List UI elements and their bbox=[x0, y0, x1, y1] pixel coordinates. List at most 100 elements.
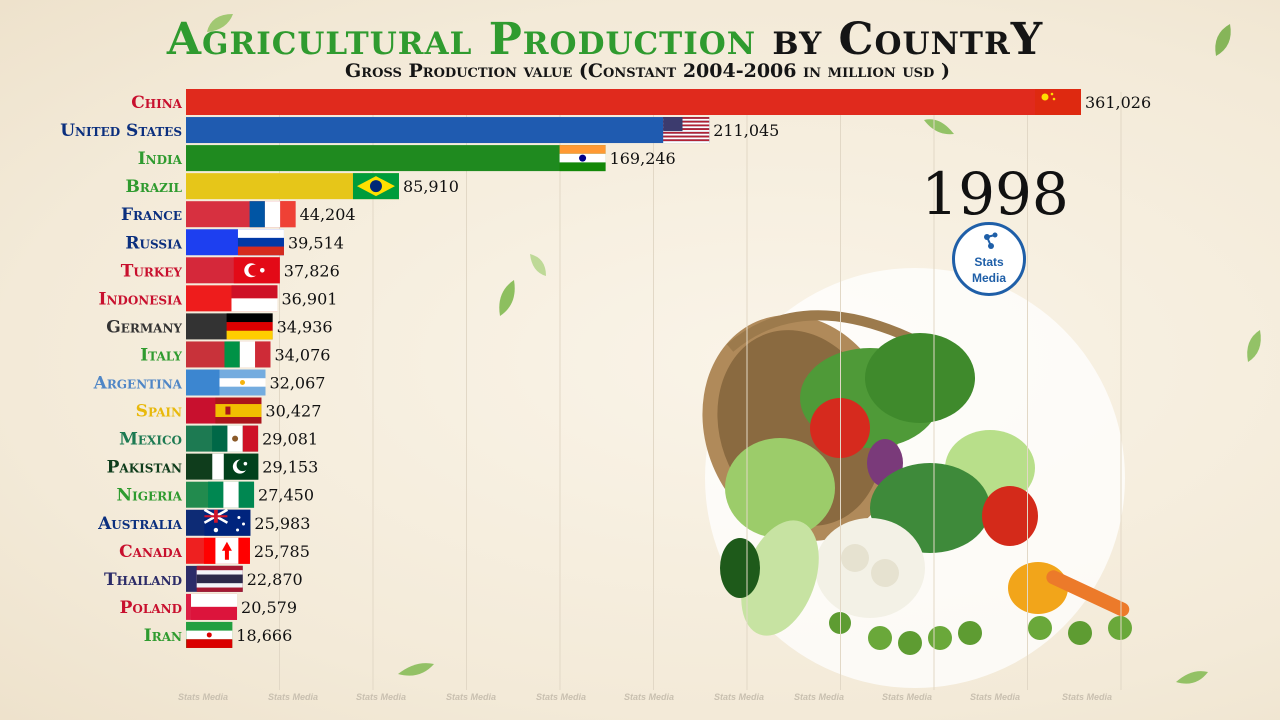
value-label: 39,514 bbox=[288, 233, 344, 252]
flag-argentina-icon bbox=[219, 369, 266, 396]
flag-part bbox=[280, 201, 296, 228]
value-label: 85,910 bbox=[403, 177, 459, 196]
country-label: Germany bbox=[106, 317, 182, 337]
country-label: Australia bbox=[97, 514, 183, 534]
value-label: 25,983 bbox=[254, 514, 310, 533]
country-label: Spain bbox=[136, 402, 182, 422]
flag-canada-icon bbox=[203, 537, 250, 564]
flag-part bbox=[206, 632, 212, 638]
country-label: Italy bbox=[140, 345, 182, 365]
flag-part bbox=[559, 145, 606, 154]
flag-iran-icon bbox=[186, 621, 233, 648]
bar-group: Australia 25,983 bbox=[97, 508, 310, 536]
bar bbox=[186, 145, 606, 172]
leaf-icon bbox=[924, 119, 954, 135]
logo-line-2: Media bbox=[971, 271, 1006, 285]
bar-group: Spain 30,427 bbox=[136, 397, 321, 424]
flag-part bbox=[259, 268, 265, 273]
leaf-icon bbox=[1215, 24, 1231, 56]
flag-part bbox=[249, 201, 265, 228]
value-label: 34,076 bbox=[274, 345, 330, 364]
flag-part bbox=[239, 380, 245, 385]
bar-group: Pakistan 29,153 bbox=[107, 453, 318, 480]
flag-part bbox=[215, 397, 262, 405]
title-part-2: by CountrY bbox=[772, 14, 1044, 65]
country-label: United States bbox=[60, 121, 182, 141]
chart-title: Agricultural Production by CountrY bbox=[0, 14, 1210, 66]
flag-part bbox=[579, 154, 587, 162]
leaf-icon bbox=[398, 663, 434, 676]
bar-group: Turkey 37,826 bbox=[121, 257, 340, 284]
flag-part bbox=[663, 118, 710, 121]
country-label: Mexico bbox=[119, 430, 182, 450]
flag-part bbox=[369, 180, 382, 193]
bar-group: Argentina 32,067 bbox=[93, 369, 325, 396]
flag-australia-icon bbox=[203, 508, 251, 536]
bar-group: Nigeria 27,450 bbox=[117, 481, 314, 508]
country-label: Russia bbox=[125, 233, 182, 253]
bar-group: United States 211,045 bbox=[60, 117, 779, 144]
flag-part bbox=[663, 122, 710, 125]
logo-line-1: Stats bbox=[974, 255, 1004, 269]
value-label: 25,785 bbox=[254, 542, 310, 561]
bar-group: Brazil 85,910 bbox=[126, 173, 459, 200]
value-label: 20,579 bbox=[241, 598, 297, 617]
leaf-icon bbox=[207, 14, 233, 32]
bar bbox=[186, 89, 1081, 115]
flag-part bbox=[663, 126, 710, 129]
flag-india-icon bbox=[559, 145, 606, 172]
value-label: 22,870 bbox=[247, 570, 303, 589]
value-label: 29,081 bbox=[262, 430, 318, 449]
leaf-icon bbox=[499, 280, 515, 316]
watermark-text: Stats Media bbox=[356, 692, 407, 702]
flag-part bbox=[237, 246, 284, 256]
flag-part bbox=[663, 124, 710, 127]
flag-usa-icon bbox=[663, 117, 710, 144]
flag-part bbox=[213, 527, 219, 533]
flag-part bbox=[191, 593, 238, 607]
watermark-text: Stats Media bbox=[536, 692, 587, 702]
watermark-text: Stats Media bbox=[178, 692, 229, 702]
watermark-text: Stats Media bbox=[970, 692, 1021, 702]
bar-group: India 169,246 bbox=[138, 145, 676, 172]
flag-brazil-icon bbox=[352, 173, 399, 200]
flag-part bbox=[203, 537, 216, 564]
flag-part bbox=[663, 130, 710, 132]
value-label: 37,826 bbox=[284, 261, 340, 280]
flag-part bbox=[236, 459, 249, 472]
flag-part bbox=[238, 537, 250, 564]
flag-part bbox=[221, 541, 232, 560]
value-label: 30,427 bbox=[265, 402, 321, 421]
leaf-icon bbox=[530, 254, 546, 276]
country-label: Argentina bbox=[93, 374, 183, 394]
flag-germany-icon bbox=[226, 313, 273, 340]
flag-part bbox=[215, 404, 262, 418]
watermark-text: Stats Media bbox=[794, 692, 845, 702]
flag-part bbox=[225, 406, 231, 415]
value-label: 169,246 bbox=[610, 149, 676, 168]
flag-part bbox=[255, 341, 271, 368]
watermark-text: Stats Media bbox=[1062, 692, 1113, 702]
bar-group: Germany 34,936 bbox=[106, 313, 333, 340]
value-label: 32,067 bbox=[269, 374, 325, 393]
bar-group: Thailand 22,870 bbox=[104, 565, 303, 592]
country-label: France bbox=[121, 205, 182, 225]
bar-group: Poland 20,579 bbox=[120, 593, 297, 620]
flag-part bbox=[223, 481, 239, 508]
flag-mexico-icon bbox=[212, 425, 259, 452]
flag-part bbox=[231, 285, 278, 299]
value-label: 29,153 bbox=[262, 458, 318, 477]
flag-part bbox=[231, 298, 278, 312]
watermark-text: Stats Media bbox=[624, 692, 675, 702]
country-label: Iran bbox=[144, 626, 182, 646]
flag-part bbox=[237, 516, 241, 520]
flag-part bbox=[663, 135, 710, 138]
watermark-text: Stats Media bbox=[714, 692, 765, 702]
flag-part bbox=[559, 162, 606, 172]
flag-part bbox=[232, 435, 239, 442]
network-icon bbox=[984, 232, 998, 249]
value-label: 36,901 bbox=[281, 289, 337, 308]
vegetable-basket-illustration bbox=[702, 268, 1132, 688]
flag-pakistan-icon bbox=[212, 453, 259, 480]
